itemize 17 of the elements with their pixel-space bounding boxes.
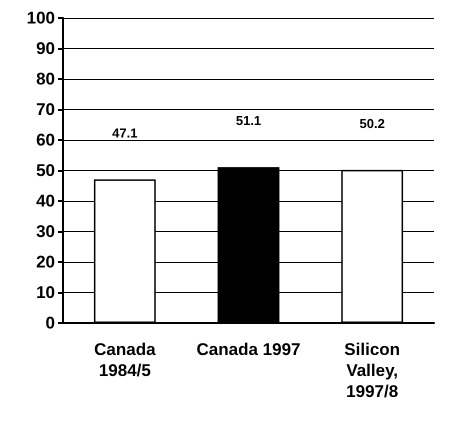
y-tick-label: 10 [36, 283, 55, 302]
y-tick-label: 80 [36, 70, 55, 88]
y-tick-label: 90 [36, 39, 55, 58]
y-tick-label: 40 [36, 192, 55, 210]
data-label: 51.1 [236, 113, 262, 128]
data-label: 50.2 [360, 116, 385, 131]
y-tick-label: 50 [36, 161, 55, 180]
y-tick-label: 30 [36, 222, 55, 241]
y-tick-label: 0 [46, 314, 55, 332]
y-tick-label: 60 [36, 130, 55, 150]
x-tick-label: Canada 1997 [196, 340, 300, 359]
data-label: 47.1 [112, 125, 138, 140]
x-tick-label: Canada 1984/5 [94, 340, 156, 380]
y-tick-label: 70 [36, 100, 55, 119]
y-tick-label: 20 [36, 252, 55, 272]
x-tick-label: Silicon Valley, 1997/8 [344, 340, 400, 401]
y-tick-label: 100 [26, 8, 55, 28]
